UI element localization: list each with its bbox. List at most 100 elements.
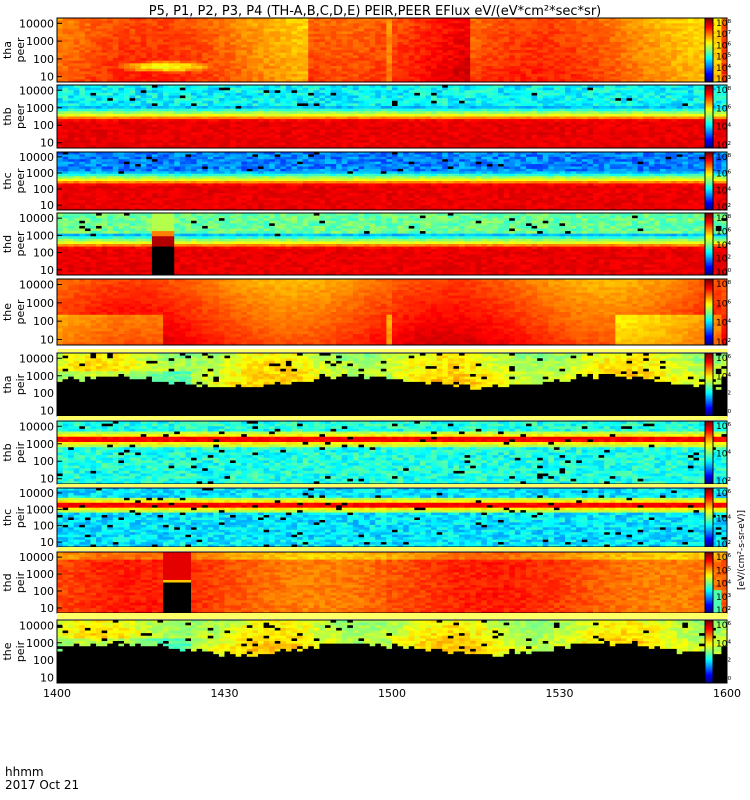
heatmap-cell bbox=[436, 95, 443, 99]
heatmap-cell bbox=[79, 100, 86, 104]
heatmap-cell bbox=[252, 55, 259, 59]
heatmap-cell bbox=[263, 18, 270, 22]
heatmap-cell bbox=[715, 50, 722, 54]
heatmap-cell bbox=[84, 79, 91, 83]
heatmap-cell bbox=[671, 79, 678, 83]
heatmap-cell bbox=[79, 74, 86, 78]
heatmap-cell bbox=[62, 31, 69, 35]
heatmap-cell bbox=[620, 58, 627, 62]
heatmap-cell bbox=[84, 124, 91, 128]
heatmap-cell bbox=[68, 145, 75, 149]
heatmap-cell bbox=[263, 111, 270, 115]
heatmap-cell bbox=[163, 66, 170, 70]
heatmap-cell bbox=[380, 63, 387, 67]
heatmap-cell bbox=[509, 47, 516, 51]
heatmap-cell bbox=[202, 60, 209, 64]
heatmap-cell bbox=[57, 79, 63, 83]
heatmap-cell bbox=[486, 50, 493, 54]
heatmap-cell bbox=[235, 113, 242, 117]
heatmap-cell bbox=[375, 111, 382, 115]
heatmap-cell bbox=[364, 137, 371, 141]
heatmap-cell bbox=[196, 79, 203, 83]
heatmap-cell bbox=[492, 103, 499, 107]
heatmap-cell bbox=[218, 39, 225, 43]
heatmap-cell bbox=[230, 66, 237, 70]
heatmap-cell bbox=[403, 47, 410, 51]
heatmap-cell bbox=[397, 44, 404, 48]
heatmap-cell bbox=[252, 103, 259, 107]
heatmap-cell bbox=[140, 36, 147, 40]
heatmap-cell bbox=[313, 119, 320, 123]
heatmap-cell bbox=[308, 90, 315, 94]
heatmap-cell bbox=[459, 47, 465, 51]
heatmap-cell bbox=[632, 28, 639, 32]
heatmap-cell bbox=[163, 74, 170, 78]
heatmap-cell bbox=[157, 50, 164, 54]
heatmap-cell bbox=[581, 26, 588, 30]
heatmap-cell bbox=[682, 39, 689, 43]
heatmap-cell bbox=[124, 66, 130, 70]
heatmap-cell bbox=[112, 121, 119, 125]
heatmap-cell bbox=[419, 85, 426, 89]
heatmap-cell bbox=[693, 39, 700, 43]
heatmap-cell bbox=[90, 28, 97, 32]
heatmap-cell bbox=[174, 100, 181, 104]
heatmap-cell bbox=[464, 137, 471, 141]
heatmap-cell bbox=[520, 26, 527, 30]
heatmap-cell bbox=[419, 98, 426, 102]
heatmap-cell bbox=[330, 23, 337, 27]
heatmap-cell bbox=[297, 140, 304, 144]
heatmap-cell bbox=[218, 108, 225, 112]
heatmap-cell bbox=[140, 92, 147, 96]
heatmap-cell bbox=[687, 55, 694, 59]
heatmap-cell bbox=[202, 31, 209, 35]
heatmap-cell bbox=[453, 92, 460, 96]
heatmap-cell bbox=[498, 124, 505, 128]
heatmap-cell bbox=[140, 28, 147, 32]
heatmap-cell bbox=[174, 79, 181, 83]
heatmap-cell bbox=[693, 60, 700, 64]
heatmap-cell bbox=[330, 18, 337, 22]
heatmap-cell bbox=[313, 20, 320, 24]
heatmap-cell bbox=[715, 47, 722, 51]
heatmap-cell bbox=[715, 26, 722, 30]
heatmap-cell bbox=[129, 44, 136, 48]
heatmap-cell bbox=[721, 58, 728, 62]
heatmap-cell bbox=[330, 44, 337, 48]
heatmap-cell bbox=[352, 18, 359, 22]
heatmap-cell bbox=[163, 20, 170, 24]
heatmap-cell bbox=[699, 18, 706, 22]
heatmap-cell bbox=[107, 145, 114, 149]
heatmap-cell bbox=[174, 60, 181, 64]
colorbar-segment bbox=[705, 34, 713, 36]
heatmap-cell bbox=[447, 31, 454, 35]
heatmap-cell bbox=[526, 116, 532, 120]
heatmap-cell bbox=[615, 23, 622, 27]
heatmap-cell bbox=[537, 60, 544, 64]
heatmap-cell bbox=[386, 18, 393, 22]
heatmap-cell bbox=[503, 31, 510, 35]
heatmap-cell bbox=[464, 124, 471, 128]
heatmap-cell bbox=[218, 103, 225, 107]
heatmap-cell bbox=[442, 34, 449, 38]
heatmap-cell bbox=[163, 127, 170, 131]
heatmap-cell bbox=[163, 87, 170, 91]
heatmap-cell bbox=[185, 113, 192, 117]
heatmap-cell bbox=[84, 127, 91, 131]
heatmap-cell bbox=[676, 52, 683, 56]
heatmap-cell bbox=[79, 42, 86, 46]
heatmap-cell bbox=[101, 85, 108, 89]
heatmap-cell bbox=[135, 74, 142, 78]
heatmap-cell bbox=[129, 119, 136, 123]
heatmap-cell bbox=[129, 85, 136, 89]
heatmap-cell bbox=[258, 60, 264, 64]
heatmap-cell bbox=[308, 98, 315, 102]
heatmap-cell bbox=[459, 129, 465, 133]
heatmap-cell bbox=[364, 31, 371, 35]
heatmap-cell bbox=[660, 42, 666, 46]
heatmap-cell bbox=[325, 60, 331, 64]
heatmap-cell bbox=[218, 106, 225, 110]
heatmap-cell bbox=[520, 60, 527, 64]
heatmap-cell bbox=[470, 116, 477, 120]
